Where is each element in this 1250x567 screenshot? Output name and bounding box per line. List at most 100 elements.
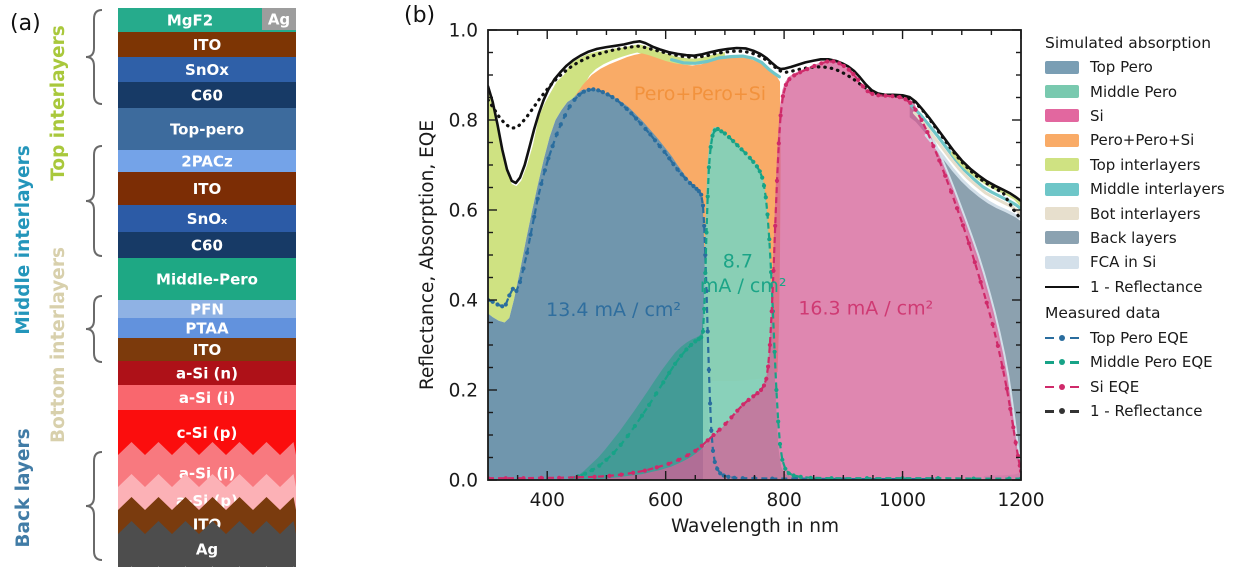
legend-meas-title: Measured data [1045, 304, 1161, 323]
legend-label: Bot interlayers [1090, 204, 1201, 223]
series-si [594, 60, 1021, 480]
legend-item-top-interlayers: Top interlayers [1045, 153, 1250, 177]
legend-item-top-pero: Top Pero [1045, 55, 1250, 79]
y-axis-label: Reflectance, Absorption, EQE [417, 120, 438, 390]
y-tick-label: 0.2 [449, 381, 478, 402]
chart-legend: Simulated absorption Top Pero Middle Pero… [1045, 30, 1250, 423]
legend-sim-items: Top Pero Middle Pero Si Pero+Pero+Si Top int… [1045, 55, 1250, 299]
legend-meas-items: Top Pero EQE Middle Pero EQE Si EQE 1 - Ref… [1045, 326, 1250, 424]
x-axis-label: Wavelength in nm [671, 516, 839, 537]
legend-label: Middle interlayers [1090, 180, 1225, 199]
layer-middle-pero-9 [118, 258, 296, 300]
layer-stack: Ag MgF2 ITO SnOx C60 Top-pero 2PACz ITO SnOₓ C60 M… [13, 8, 296, 567]
legend-label: Back layers [1090, 228, 1177, 247]
legend-sim-title: Simulated absorption [1045, 33, 1212, 52]
layer-label-a-si-i: a-Si (i) [179, 389, 235, 407]
annotation-ma-cm: mA / cm² [700, 275, 787, 297]
layer-2pacz-5 [118, 150, 296, 172]
legend-item-fca-in-si: FCA in Si [1045, 250, 1250, 274]
brace-top-interlayers [85, 9, 103, 105]
group-label-top-interlayers: Top interlayers [48, 25, 69, 181]
group-label-back-layers: Back layers [13, 428, 34, 547]
brace-middle-interlayers [85, 145, 103, 257]
y-tick-label: 0.6 [449, 201, 478, 222]
legend-item-middle-pero: Middle Pero [1045, 79, 1250, 103]
series-top-pero-eqe-dots [488, 87, 935, 480]
layer-ito-6 [118, 172, 296, 205]
layer-ptaa-11 [118, 318, 296, 338]
layer-ito-12 [118, 338, 296, 361]
layer-label-ito: ITO [193, 36, 222, 54]
series-middle-pero-eqe-dots [568, 126, 1021, 480]
legend-item-top-pero-eqe: Top Pero EQE [1045, 326, 1250, 350]
legend-dash-dot-swatch [1045, 359, 1079, 366]
series-1-reflectance-measured [488, 44, 1021, 221]
legend-line-swatch [1045, 285, 1079, 288]
legend-item-1-reflectance: 1 - Reflectance [1045, 399, 1250, 423]
legend-label: Middle Pero EQE [1090, 353, 1213, 372]
layer-c60-8 [118, 232, 296, 258]
layer-label-top-pero: Top-pero [170, 121, 244, 139]
x-tick-label: 800 [766, 490, 801, 511]
layer-corner-ag [262, 8, 296, 30]
legend-swatch [1045, 158, 1079, 172]
layer-label-pfn: PFN [190, 301, 224, 319]
layer-corner-label: Ag [268, 11, 290, 29]
legend-label: 1 - Reflectance [1090, 402, 1203, 421]
legend-item-middle-interlayers: Middle interlayers [1045, 177, 1250, 201]
legend-label: Middle Pero [1090, 82, 1178, 101]
legend-swatch [1045, 231, 1079, 245]
legend-item-1-reflectance: 1 - Reflectance [1045, 275, 1250, 299]
layer-sno-7 [118, 205, 296, 232]
legend-label: Si EQE [1090, 377, 1140, 396]
series-si-eqe-dots [488, 59, 1021, 480]
layer-label-middle-pero: Middle-Pero [156, 271, 258, 289]
annotation-pero-pero-si: Pero+Pero+Si [634, 83, 766, 105]
x-tick-label: 1200 [997, 490, 1044, 511]
legend-item-bot-interlayers: Bot interlayers [1045, 201, 1250, 225]
series-middle-pero [703, 127, 832, 480]
annotation-13-4-ma-cm: 13.4 mA / cm² [546, 299, 681, 321]
layer-c60-3 [118, 82, 296, 108]
legend-label: FCA in Si [1090, 253, 1157, 272]
legend-swatch [1045, 255, 1079, 269]
layer-label-ag: Ag [196, 541, 218, 559]
layer-label-ito: ITO [193, 180, 222, 198]
layer-label-a-si-n: a-Si (n) [176, 365, 238, 383]
brace-bottom-interlayers [85, 295, 103, 363]
legend-swatch [1045, 85, 1079, 99]
panel-a-layer-stack: (a) Ag MgF2 ITO SnOx C60 Top-pero 2PACz ITO SnOₓ… [10, 8, 296, 567]
layer-label-2pacz: 2PACz [181, 153, 233, 171]
layer-label-a-si-i: a-Si (i) [179, 465, 235, 483]
series-fca-strip [924, 133, 1021, 221]
y-tick-label: 1.0 [449, 21, 478, 42]
annotation-16-3-ma-cm: 16.3 mA / cm² [798, 297, 933, 319]
layer-snox-2 [118, 57, 296, 82]
brace-back-layers [85, 451, 103, 561]
layer-label-snox: SnOx [185, 61, 229, 79]
layer-label-c-si-p: c-Si (p) [177, 424, 238, 442]
group-label-bottom-interlayers: Bottom interlayers [48, 247, 69, 443]
layer-label-c60: C60 [191, 237, 223, 255]
legend-label: Top Pero [1090, 58, 1153, 77]
series-middle-interlayers-strip-a [670, 54, 781, 79]
series-top-pero [488, 88, 933, 480]
layer-label-ptaa: PTAA [185, 320, 229, 338]
layer-label-c60: C60 [191, 87, 223, 105]
panel-b-label: (b) [404, 3, 435, 28]
legend-dash-dot-swatch [1045, 383, 1079, 390]
chart-axes: 400 600 800 1000 1200 0.0 0.2 0.4 0.6 0.8 1.0 [449, 21, 1045, 512]
legend-label: 1 - Reflectance [1090, 277, 1203, 296]
legend-item-si: Si [1045, 104, 1250, 128]
chart-annotations: Pero+Pero+Si 13.4 mA / cm² 8.7mA / cm² 16.3… [546, 83, 933, 321]
y-tick-label: 0.4 [449, 291, 478, 312]
legend-item-si-eqe: Si EQE [1045, 375, 1250, 399]
layer-label-mgf2: MgF2 [167, 12, 213, 30]
legend-swatch [1045, 109, 1079, 123]
series-middle-pero-under-top-pero [569, 309, 705, 480]
series-top-interlayers [488, 44, 725, 323]
layer-ito-1 [118, 32, 296, 57]
legend-swatch [1045, 60, 1079, 74]
